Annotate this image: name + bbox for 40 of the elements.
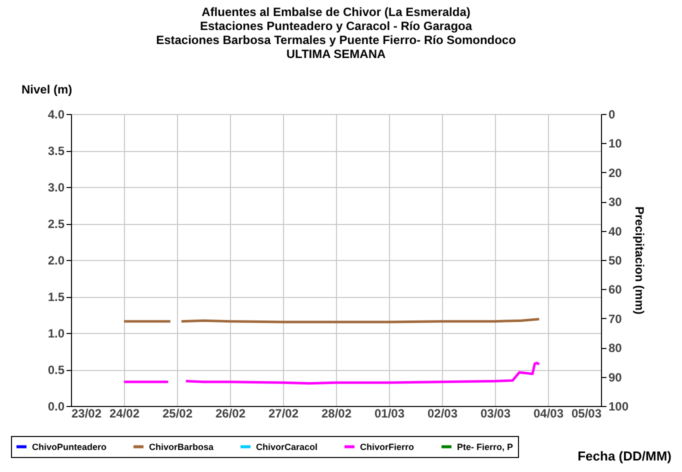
y-tick-label: 3.0 xyxy=(48,180,65,194)
y-tick-label: 3.5 xyxy=(48,144,65,158)
x-tick-label: 05/03 xyxy=(571,406,602,420)
y2-tick-label: 70 xyxy=(608,312,622,326)
y2-tick-label: 30 xyxy=(608,195,622,210)
y2-tick-label: 100 xyxy=(608,400,629,414)
y-tick-label: 1.0 xyxy=(48,326,65,340)
y-tick-label: 0.5 xyxy=(48,363,65,377)
legend-label: ChivoPunteadero xyxy=(32,442,108,452)
y-tick-label: 2.5 xyxy=(48,217,65,231)
x-axis-title: Fecha (DD/MM) xyxy=(578,448,672,464)
y-tick-label: 4.0 xyxy=(48,108,65,122)
y2-tick-label: 20 xyxy=(608,166,622,180)
x-tick-label: 24/02 xyxy=(109,406,140,420)
legend-label: ChivorBarbosa xyxy=(149,442,215,452)
x-tick-label: 26/02 xyxy=(215,406,246,420)
legend-label: ChivorFierro xyxy=(360,442,415,452)
y-axis-title: Nivel (m) xyxy=(22,82,72,96)
y2-axis-title: Precipitacion (mm) xyxy=(632,206,647,315)
legend-label: ChivorCaracol xyxy=(256,442,318,452)
x-tick-label: 23/02 xyxy=(72,406,102,420)
y2-tick-label: 0 xyxy=(608,108,616,122)
y2-tick-label: 60 xyxy=(608,282,622,297)
y-tick-label: 1.5 xyxy=(48,290,65,304)
y-tick-label: 0.0 xyxy=(48,400,65,414)
x-tick-label: 27/02 xyxy=(268,406,299,420)
x-tick-label: 02/03 xyxy=(427,406,458,420)
x-tick-label: 03/03 xyxy=(480,406,511,420)
x-tick-label: 25/02 xyxy=(162,406,193,420)
y2-tick-label: 40 xyxy=(608,224,622,238)
y2-tick-label: 80 xyxy=(608,341,622,356)
x-tick-label: 04/03 xyxy=(533,406,564,420)
y2-tick-label: 90 xyxy=(608,370,622,384)
y2-tick-label: 50 xyxy=(608,254,622,268)
legend-label: Pte- Fierro, P xyxy=(457,442,514,452)
x-tick-label: 28/02 xyxy=(321,406,352,420)
chart-title: Afluentes al Embalse de Chivor (La Esmeralda) Estaciones Punteadero y Caracol - Río Garagoa Estaciones Barbosa Termales y Puente Fierro- Río Somondoco ULTIMA SEMANA xyxy=(156,5,516,61)
y2-tick-label: 10 xyxy=(608,136,622,151)
y-tick-label: 2.0 xyxy=(48,254,65,268)
x-tick-label: 01/03 xyxy=(374,406,405,420)
